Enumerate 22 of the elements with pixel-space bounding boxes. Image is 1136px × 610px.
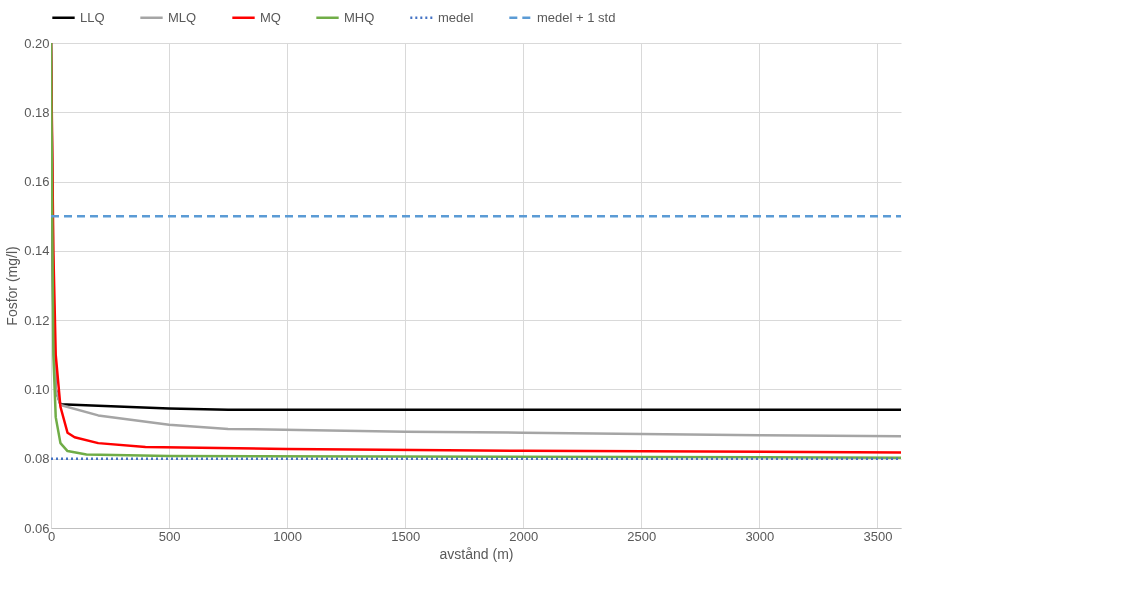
y-tick-label: 0.20 [24,35,50,51]
x-tick-label: 1000 [273,528,303,544]
x-tick-label: 500 [158,528,181,544]
y-tick-label: 0.14 [24,243,50,259]
legend-label: MHQ [344,9,375,25]
y-tick-label: 0.16 [24,174,50,190]
y-axis-title: Fosfor (mg/l) [4,246,21,326]
x-tick-label: 2500 [627,528,657,544]
legend-label: LLQ [80,9,105,25]
legend-label: medel [438,9,474,25]
y-tick-label: 0.08 [24,451,50,467]
y-tick-label: 0.10 [24,381,50,397]
legend-label: medel + 1 std [537,9,616,25]
x-tick-label: 1500 [391,528,421,544]
x-tick-label: 2000 [509,528,539,544]
y-tick-label: 0.12 [24,312,50,328]
x-axis-title: avstånd (m) [439,545,514,562]
x-tick-label: 3000 [745,528,775,544]
x-tick-label: 3500 [863,528,893,544]
legend-label: MQ [260,9,281,25]
legend-label: MLQ [168,9,197,25]
y-tick-label: 0.18 [24,104,50,120]
